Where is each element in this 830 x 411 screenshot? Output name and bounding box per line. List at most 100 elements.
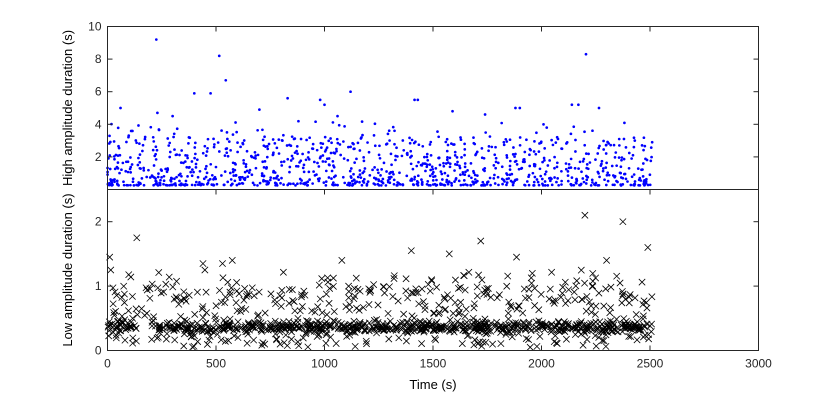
high-amplitude-point [431, 172, 434, 176]
high-amplitude-point [452, 143, 456, 146]
high-amplitude-point [420, 178, 423, 181]
high-amplitude-point [195, 158, 199, 162]
low-amplitude-point [185, 291, 193, 299]
low-amplitude-point [232, 299, 240, 307]
high-amplitude-point [234, 121, 237, 124]
low-amplitude-point [390, 321, 398, 329]
high-amplitude-point [597, 146, 601, 150]
low-amplitude-point [482, 338, 490, 346]
low-amplitude-point [128, 292, 136, 300]
low-amplitude-point [318, 309, 326, 317]
low-amplitude-point [591, 310, 599, 318]
high-amplitude-point [155, 148, 159, 152]
high-amplitude-point [237, 182, 241, 186]
high-amplitude-point [347, 145, 350, 149]
high-amplitude-point [225, 131, 229, 134]
low-amplitude-point [326, 285, 334, 292]
high-amplitude-point [175, 127, 179, 131]
high-amplitude-point [152, 164, 156, 167]
high-amplitude-point [463, 162, 467, 165]
low-amplitude-point [370, 316, 378, 324]
high-amplitude-point [321, 154, 325, 157]
high-amplitude-point [230, 182, 234, 186]
high-amplitude-point [242, 158, 245, 162]
high-amplitude-point [240, 181, 244, 185]
low-amplitude-point [504, 309, 512, 317]
high-amplitude-point [480, 156, 484, 160]
low-amplitude-point [304, 343, 312, 351]
high-amplitude-point [626, 180, 629, 183]
low-amplitude-point [609, 327, 617, 335]
high-amplitude-point [365, 182, 369, 186]
high-amplitude-point [116, 161, 120, 164]
high-amplitude-point [231, 170, 235, 174]
high-amplitude-point [619, 184, 623, 187]
low-amplitude-axes-frame [107, 189, 759, 351]
high-amplitude-point [395, 146, 398, 150]
high-amplitude-point [511, 183, 515, 187]
low-amplitude-point [520, 320, 528, 328]
high-amplitude-point [110, 184, 114, 187]
time-x-tick-label: 500 [206, 357, 226, 371]
high-amplitude-point [330, 141, 333, 145]
high-amplitude-point [372, 134, 376, 137]
high-amplitude-point [632, 173, 636, 176]
high-amplitude-point [265, 144, 269, 148]
high-amplitude-point [341, 175, 345, 179]
high-amplitude-point [388, 181, 392, 185]
high-amplitude-point [195, 180, 198, 184]
low-amplitude-point [622, 317, 630, 325]
high-amplitude-point [209, 91, 212, 95]
high-amplitude-point [543, 159, 546, 162]
low-amplitude-point [231, 321, 239, 329]
high-amplitude-point [569, 166, 573, 169]
low-amplitude-point [555, 319, 563, 327]
low-amplitude-point [268, 322, 276, 330]
high-amplitude-point [142, 169, 146, 172]
high-amplitude-point [238, 178, 242, 182]
high-amplitude-point [597, 106, 601, 110]
high-amplitude-point [204, 154, 208, 157]
low-amplitude-point [631, 294, 639, 302]
low-amplitude-points [104, 211, 656, 351]
low-amplitude-point [226, 325, 234, 333]
high-amplitude-point [231, 168, 235, 171]
low-amplitude-point [478, 276, 486, 284]
high-amplitude-point [460, 155, 463, 159]
low-amplitude-point [476, 338, 483, 346]
high-amplitude-point [459, 138, 463, 142]
high-amplitude-point [215, 182, 219, 186]
high-amplitude-point [164, 167, 167, 171]
high-amplitude-point [184, 179, 188, 183]
low-amplitude-point [285, 323, 293, 331]
high-amplitude-point [462, 179, 466, 182]
low-amplitude-point [571, 331, 579, 339]
high-amplitude-point [500, 165, 504, 169]
low-amplitude-point [438, 323, 446, 331]
low-amplitude-point [545, 295, 553, 303]
high-amplitude-point [532, 150, 536, 153]
low-amplitude-point [602, 328, 610, 336]
low-amplitude-point [345, 306, 353, 314]
high-amplitude-point [445, 158, 449, 162]
low-amplitude-point [315, 281, 323, 289]
high-amplitude-point [280, 176, 283, 180]
low-amplitude-point [627, 333, 635, 341]
high-amplitude-point [229, 148, 232, 152]
high-amplitude-point [335, 147, 338, 151]
high-amplitude-point [183, 160, 187, 163]
low-amplitude-point [417, 326, 425, 334]
high-amplitude-point [198, 183, 202, 187]
low-amplitude-point [421, 302, 429, 310]
high-amplitude-point [503, 180, 506, 183]
high-amplitude-point [590, 178, 594, 182]
high-amplitude-point [395, 184, 399, 187]
time-x-tick-label: 2500 [637, 357, 664, 371]
high-amplitude-point [124, 169, 128, 173]
low-amplitude-point [302, 330, 310, 338]
low-amplitude-point [484, 284, 492, 292]
low-amplitude-point [639, 312, 647, 320]
high-amplitude-point [553, 155, 556, 159]
low-amplitude-point [235, 290, 243, 298]
low-amplitude-point [378, 323, 386, 330]
